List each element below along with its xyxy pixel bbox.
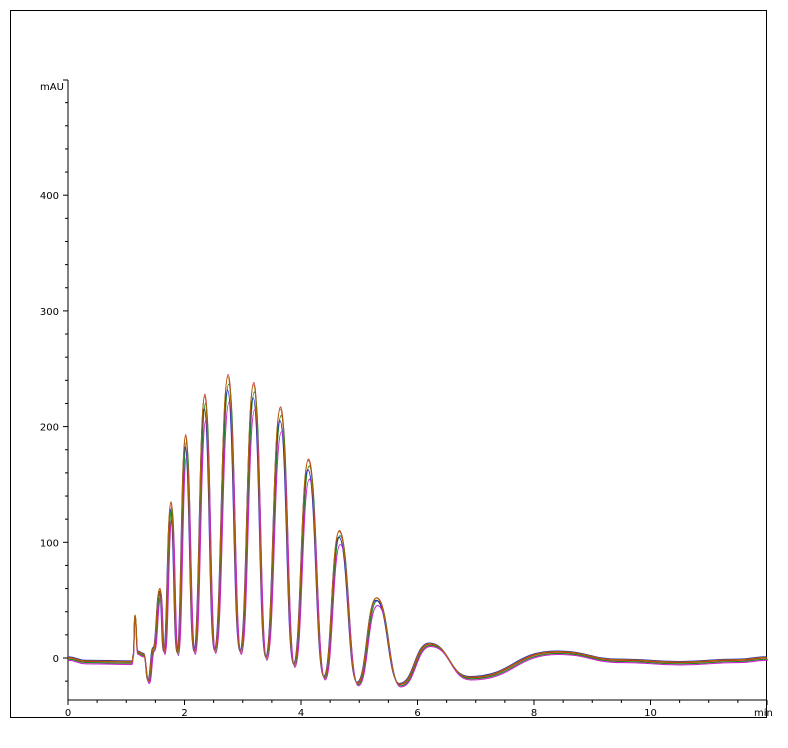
axis-labels: mAU min bbox=[40, 82, 773, 719]
y-axis-label: mAU bbox=[40, 82, 64, 93]
chart-frame bbox=[10, 10, 767, 718]
y-tick-label: 0 bbox=[53, 654, 59, 665]
x-tick-label: 4 bbox=[298, 708, 304, 719]
x-axis-label: min bbox=[754, 708, 773, 719]
x-tick-label: 6 bbox=[414, 708, 420, 719]
y-tick-label: 100 bbox=[40, 538, 59, 549]
x-tick-label: 10 bbox=[644, 708, 657, 719]
x-tick-label: 2 bbox=[181, 708, 187, 719]
y-tick-label: 200 bbox=[40, 423, 59, 434]
chromatogram-trace bbox=[67, 376, 767, 685]
traces bbox=[67, 373, 768, 688]
y-tick-label: 400 bbox=[40, 191, 59, 202]
x-tick-label: 8 bbox=[531, 708, 537, 719]
y-tick-label: 300 bbox=[40, 307, 59, 318]
axes: 0 100 200 300 400 0 2 4 6 8 10 bbox=[40, 79, 768, 719]
x-tick-label: 0 bbox=[65, 708, 71, 719]
